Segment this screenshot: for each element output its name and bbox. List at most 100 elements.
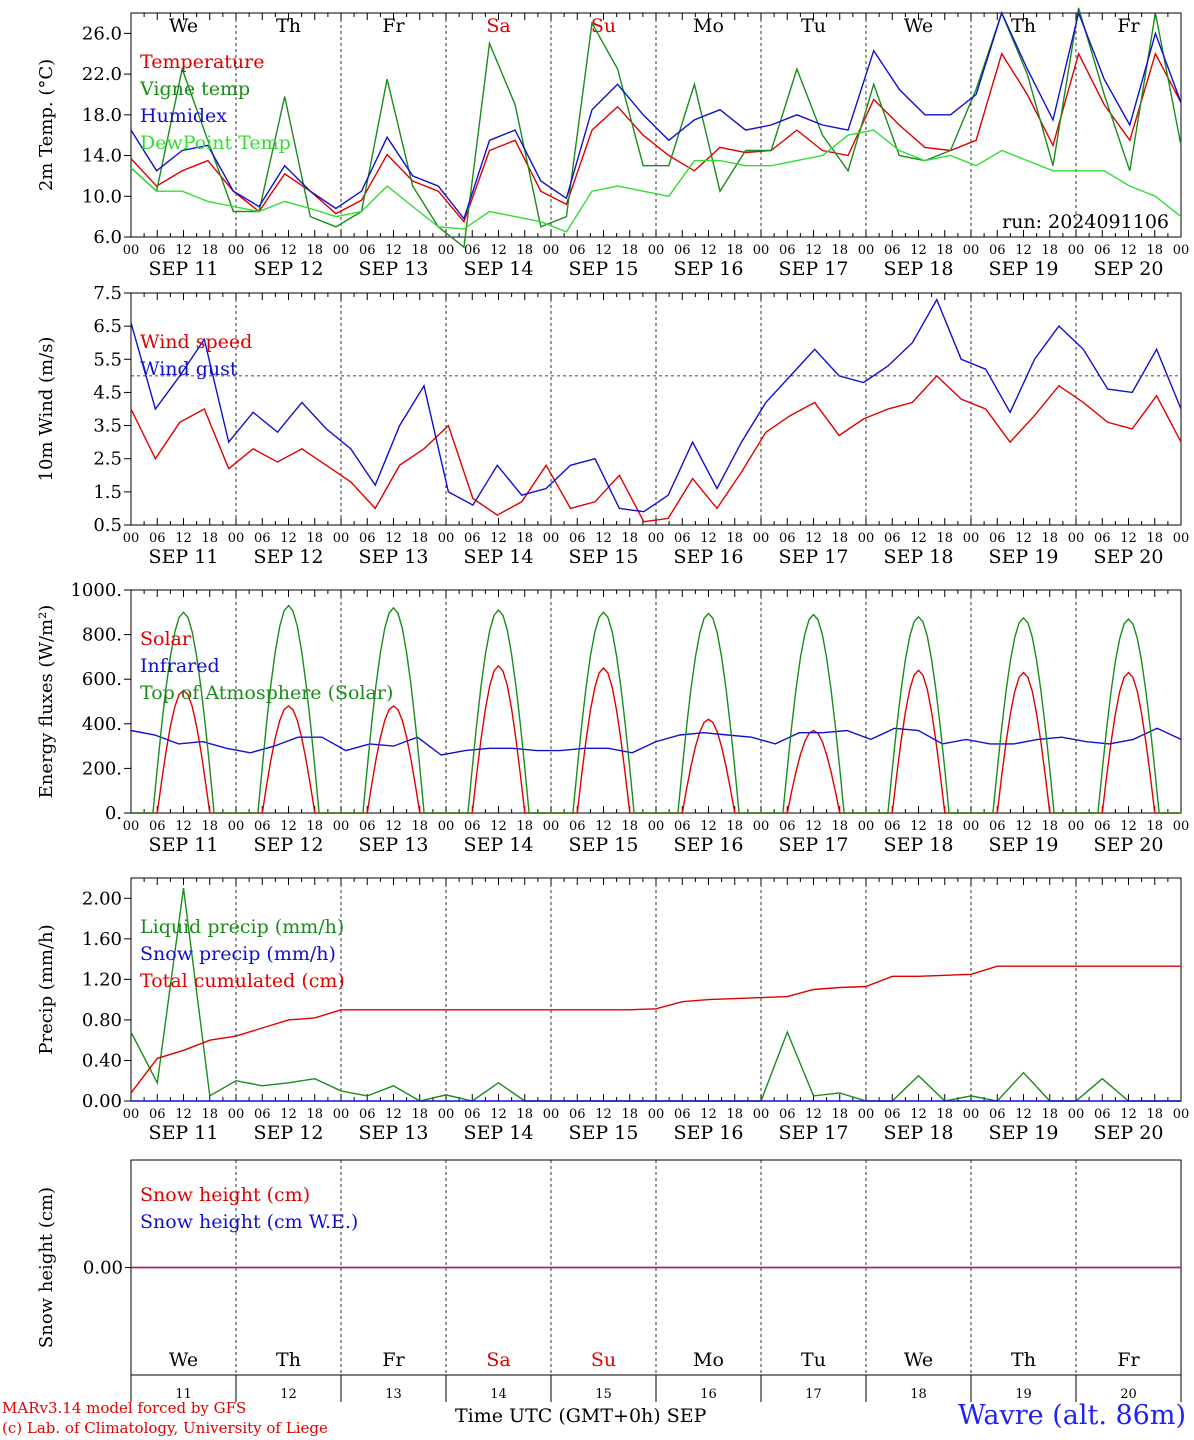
- hour-tick-label: 00: [858, 1107, 875, 1122]
- date-label: SEP 14: [464, 546, 534, 568]
- date-label: SEP 16: [674, 1122, 744, 1144]
- hour-tick-label: 12: [700, 243, 717, 258]
- y-tick-label: 0.80: [82, 1010, 122, 1031]
- hour-tick-label: 18: [516, 819, 533, 834]
- date-label: SEP 19: [989, 1122, 1059, 1144]
- series-line-humidex: [130, 10, 1182, 221]
- y-tick-label: 14.0: [82, 146, 122, 167]
- hour-tick-label: 12: [490, 819, 507, 834]
- date-label: SEP 12: [254, 1122, 324, 1144]
- date-label: SEP 12: [254, 258, 324, 280]
- credits-lab: (c) Lab. of Climatology, University of L…: [2, 1419, 328, 1437]
- date-label: SEP 20: [1094, 546, 1164, 568]
- panel-precip: 00 06 12 18 00 06 12 18 00 06 12 18 00 06 12 18 00 06 12 18…: [36, 877, 1189, 1144]
- panel-energy: 00 06 12 18 00 06 12 18 00 06 12 18 00 06 12 18 00 06 12 18…: [36, 580, 1189, 856]
- day-name-label: Fr: [1117, 15, 1140, 37]
- hour-tick-label: 00: [543, 531, 560, 546]
- hour-tick-label: 00: [123, 1107, 140, 1122]
- day-name-label: Th: [1011, 15, 1036, 37]
- y-tick-label: 800.: [82, 625, 122, 646]
- legend-entry: Snow height (cm W.E.): [140, 1211, 358, 1233]
- y-tick-label: 1.5: [93, 482, 122, 503]
- hour-tick-label: 18: [936, 819, 953, 834]
- day-name-label: Tu: [801, 15, 826, 37]
- series-line-top-of-atmosphere-solar-: [131, 604, 1181, 814]
- hour-tick-label: 18: [1041, 243, 1058, 258]
- day-name-label: Th: [276, 1349, 301, 1371]
- hour-tick-label: 12: [385, 243, 402, 258]
- date-label: SEP 18: [884, 258, 954, 280]
- hour-tick-label: 06: [254, 531, 271, 546]
- hour-tick-label: 06: [359, 1107, 376, 1122]
- hour-tick-label: 18: [621, 1107, 638, 1122]
- day-name-label: Su: [591, 15, 616, 37]
- hour-tick-label: 18: [1146, 243, 1163, 258]
- hour-tick-label: 18: [201, 819, 218, 834]
- hour-tick-label: 12: [700, 819, 717, 834]
- hour-tick-label: 00: [543, 1107, 560, 1122]
- date-label: SEP 18: [884, 834, 954, 856]
- hour-tick-label: 18: [726, 819, 743, 834]
- hour-tick-label: 18: [516, 531, 533, 546]
- hour-tick-label: 00: [333, 243, 350, 258]
- hour-tick-label: 12: [1015, 819, 1032, 834]
- hour-tick-label: 12: [1015, 1107, 1032, 1122]
- hour-tick-label: 00: [1068, 819, 1085, 834]
- date-label: SEP 20: [1094, 1122, 1164, 1144]
- hour-tick-label: 18: [831, 531, 848, 546]
- y-tick-label: 6.5: [93, 316, 122, 337]
- series-line-dewpoint-temp: [130, 129, 1182, 233]
- date-label: SEP 16: [674, 258, 744, 280]
- date-label: SEP 12: [254, 834, 324, 856]
- series-line-total-cumulated-cm-: [130, 965, 1181, 1094]
- hour-tick-label: 18: [516, 1107, 533, 1122]
- legend-entry: Wind gust: [140, 358, 238, 380]
- hour-tick-label: 06: [989, 243, 1006, 258]
- hour-tick-label: 06: [464, 1107, 481, 1122]
- hour-tick-label: 00: [438, 531, 455, 546]
- y-axis-label: 2m Temp. (°C): [36, 59, 57, 191]
- date-label: SEP 18: [884, 546, 954, 568]
- date-label: SEP 16: [674, 834, 744, 856]
- credits-model: MARv3.14 model forced by GFS: [2, 1399, 247, 1417]
- date-label: SEP 19: [989, 258, 1059, 280]
- hour-tick-label: 00: [753, 819, 770, 834]
- hour-tick-label: 18: [1041, 531, 1058, 546]
- hour-tick-label: 00: [858, 819, 875, 834]
- hour-tick-label: 18: [726, 243, 743, 258]
- legend-entry: Snow precip (mm/h): [140, 943, 336, 965]
- hour-tick-label: 12: [910, 819, 927, 834]
- hour-tick-label: 06: [989, 819, 1006, 834]
- y-tick-label: 7.5: [93, 283, 122, 304]
- station-name: Wavre (alt. 86m): [958, 1400, 1186, 1431]
- panel-snow: 11 12 13 14 15 16 17 18 19 20 We Th Fr Sa Su Mo Tu We Th Fr…: [36, 1159, 1182, 1402]
- hour-tick-label: 00: [963, 1107, 980, 1122]
- date-label: SEP 19: [989, 546, 1059, 568]
- hour-tick-label: 18: [936, 531, 953, 546]
- hour-tick-label: 06: [779, 243, 796, 258]
- date-label: SEP 13: [359, 546, 429, 568]
- hour-tick-label: 06: [359, 243, 376, 258]
- hour-tick-label: 06: [254, 819, 271, 834]
- hour-tick-label: 18: [1041, 1107, 1058, 1122]
- hour-tick-label: 12: [1015, 243, 1032, 258]
- hour-tick-label: 12: [490, 243, 507, 258]
- hour-tick-label: 00: [1068, 243, 1085, 258]
- panel-frame: [130, 12, 1182, 238]
- hour-tick-label: 06: [149, 819, 166, 834]
- y-axis-label: Snow height (cm): [36, 1187, 57, 1348]
- legend-entry: Humidex: [140, 105, 227, 127]
- hour-tick-label: 12: [175, 243, 192, 258]
- hour-tick-label: 00: [1173, 243, 1190, 258]
- hour-tick-label: 12: [805, 1107, 822, 1122]
- y-axis-label: Precip (mm/h): [36, 924, 57, 1054]
- day-name-label: Mo: [693, 1349, 724, 1371]
- y-tick-label: 0.: [105, 803, 122, 824]
- y-tick-label: 2.5: [93, 449, 122, 470]
- hour-tick-label: 00: [123, 819, 140, 834]
- hour-tick-label: 00: [963, 243, 980, 258]
- series-line-wind-gust: [130, 297, 1182, 513]
- hour-tick-label: 12: [280, 819, 297, 834]
- date-label: SEP 15: [569, 546, 639, 568]
